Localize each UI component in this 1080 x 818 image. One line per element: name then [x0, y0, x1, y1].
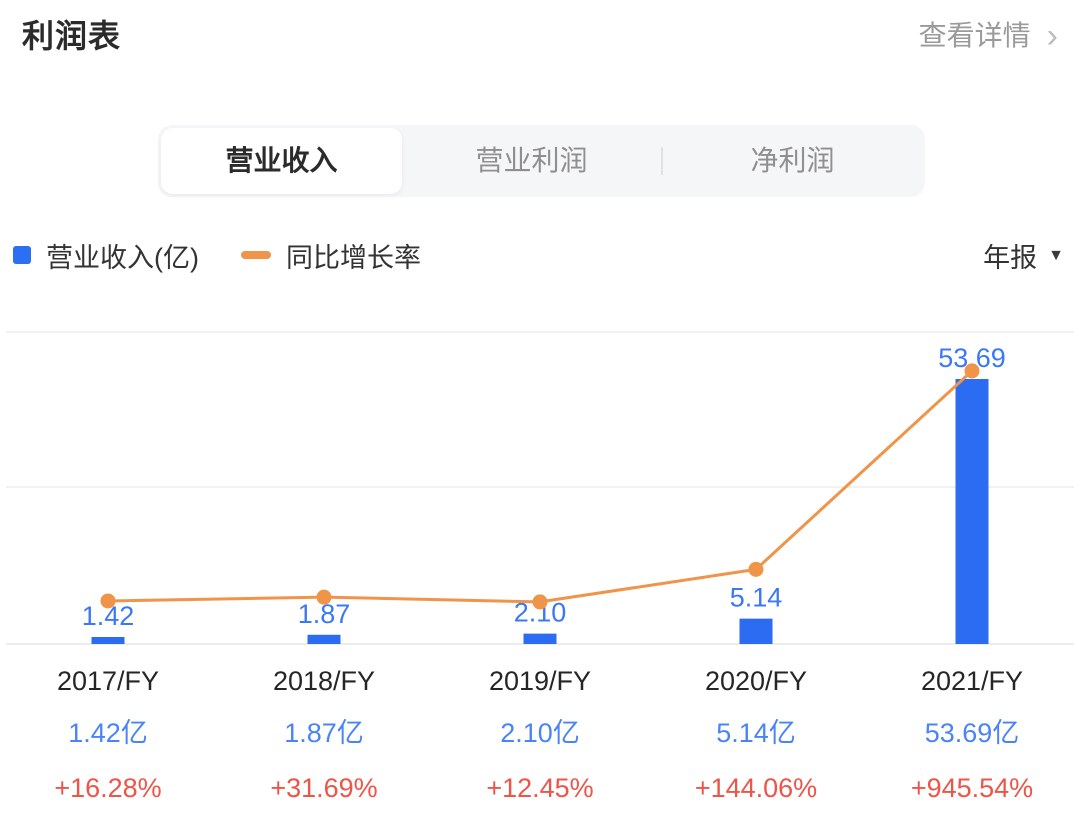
- legend-row: 营业收入(亿) 同比增长率 年报 ▼: [0, 240, 1080, 273]
- year-label-0: 2017/FY: [56, 666, 160, 696]
- legend-revenue-label: 营业收入(亿): [46, 242, 199, 273]
- bar-legend-swatch-icon: [13, 246, 31, 264]
- revenue-chart[interactable]: 1.42 1.87 2.10 5.14 53.69: [0, 309, 1080, 654]
- line-legend-swatch-icon: [240, 251, 271, 259]
- year-label-2: 2019/FY: [488, 666, 592, 696]
- year-label-4: 2021/FY: [920, 666, 1024, 696]
- growth-point-2021/FY[interactable]: [964, 363, 980, 379]
- growth-point-2017/FY[interactable]: [100, 593, 116, 609]
- growth-value-1: +31.69%: [270, 773, 378, 803]
- bar-2020/FY[interactable]: [739, 618, 773, 644]
- tab-divider: [661, 147, 663, 175]
- legend-item-revenue: 营业收入(亿): [13, 236, 199, 275]
- growth-value-2: +12.45%: [486, 773, 594, 803]
- growth-value-4: +945.54%: [910, 773, 1034, 803]
- bar-value-label: 5.14: [730, 583, 783, 613]
- growth-value-0: +16.28%: [54, 773, 162, 803]
- revenue-value-2: 2.10亿: [500, 718, 580, 748]
- bar-2018/FY[interactable]: [307, 634, 341, 644]
- page-title: 利润表: [22, 18, 122, 54]
- growth-point-2020/FY[interactable]: [748, 561, 764, 577]
- period-selector[interactable]: 年报 ▼: [983, 236, 1064, 275]
- legend-item-growth: 同比增长率: [240, 236, 421, 275]
- revenue-value-0: 1.42亿: [68, 718, 148, 748]
- revenue-value-4: 53.69亿: [924, 718, 1020, 748]
- year-label-1: 2018/FY: [272, 666, 376, 696]
- bar-2017/FY[interactable]: [91, 636, 125, 644]
- period-selector-label: 年报: [983, 242, 1038, 273]
- x-axis-labels: 2017/FY 2018/FY 2019/FY 2020/FY 2021/FY: [0, 666, 1080, 696]
- bar-2019/FY[interactable]: [523, 633, 557, 644]
- tab-operating-profit[interactable]: 营业利润: [475, 145, 588, 176]
- view-details-label: 查看详情: [918, 20, 1031, 51]
- year-label-3: 2020/FY: [704, 666, 808, 696]
- revenue-value-1: 1.87亿: [284, 718, 364, 748]
- revenue-value-3: 5.14亿: [716, 718, 796, 748]
- tab-operating-revenue[interactable]: 营业收入: [161, 128, 402, 194]
- chevron-right-icon: ›: [1046, 17, 1058, 55]
- tab-net-profit[interactable]: 净利润: [750, 145, 835, 176]
- bar-2021/FY[interactable]: [955, 379, 989, 644]
- growth-values-row: +16.28% +31.69% +12.45% +144.06% +945.54%: [0, 773, 1080, 803]
- legend-growth-label: 同比增长率: [285, 242, 421, 273]
- metric-tabs: 营业收入 营业利润 净利润: [158, 125, 925, 197]
- growth-value-3: +144.06%: [694, 773, 818, 803]
- header: 利润表 查看详情 ›: [0, 0, 1080, 58]
- triangle-down-icon: ▼: [1048, 246, 1064, 264]
- growth-point-2019/FY[interactable]: [532, 594, 548, 610]
- view-details-link[interactable]: 查看详情 ›: [919, 14, 1058, 58]
- growth-point-2018/FY[interactable]: [316, 589, 332, 605]
- revenue-values-row: 1.42亿 1.87亿 2.10亿 5.14亿 53.69亿: [0, 718, 1080, 748]
